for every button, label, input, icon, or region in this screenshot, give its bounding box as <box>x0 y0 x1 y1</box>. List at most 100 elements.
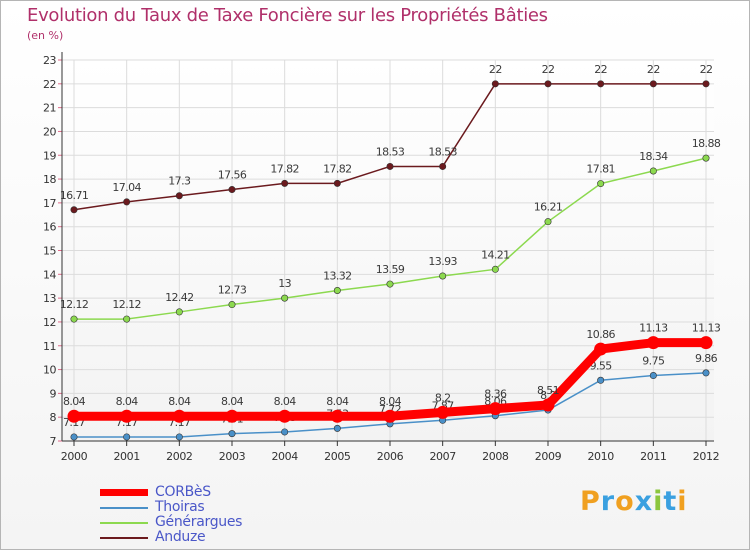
data-label: 8.2 <box>435 391 451 404</box>
y-tick-label: 20 <box>43 125 56 138</box>
data-point <box>281 294 289 302</box>
data-label: 17.82 <box>270 162 299 175</box>
data-label: 8.04 <box>274 395 297 408</box>
data-label: 8.04 <box>116 395 139 408</box>
y-tick-label: 16 <box>43 221 56 234</box>
data-label: 14.21 <box>481 248 510 261</box>
data-point <box>702 369 710 377</box>
data-point <box>67 409 81 423</box>
data-label: 8.51 <box>537 384 559 397</box>
x-tick-label: 2000 <box>61 450 88 463</box>
data-label: 18.88 <box>692 137 721 150</box>
data-point <box>439 272 447 280</box>
y-tick-label: 22 <box>43 78 56 91</box>
data-label: 17.56 <box>218 169 247 182</box>
data-point <box>333 424 341 432</box>
data-label: 13.59 <box>376 263 405 276</box>
legend-label-generargues: Générargues <box>155 514 243 530</box>
data-point <box>597 376 605 384</box>
data-point <box>123 198 131 206</box>
data-point <box>383 409 397 423</box>
data-point <box>594 342 608 356</box>
legend-label-thoiras: Thoiras <box>155 499 205 515</box>
unit-label: (en %) <box>27 29 64 42</box>
data-point <box>228 301 236 309</box>
data-point <box>120 409 134 423</box>
y-tick-label: 8 <box>50 411 57 424</box>
data-point <box>544 80 552 88</box>
data-point <box>649 167 657 175</box>
data-label: 22 <box>542 63 555 76</box>
legend-item-thoiras: Thoiras <box>100 499 400 515</box>
data-label: 16.21 <box>534 201 563 214</box>
data-point <box>70 315 78 323</box>
data-point <box>278 409 292 423</box>
data-point <box>597 180 605 188</box>
logo-letter: r <box>600 486 616 517</box>
data-point <box>228 186 236 194</box>
data-label: 13.32 <box>323 270 352 283</box>
data-point <box>172 409 186 423</box>
data-label: 18.53 <box>428 145 457 158</box>
data-point <box>333 179 341 187</box>
data-label: 18.34 <box>639 150 668 163</box>
x-tick-label: 2005 <box>324 450 351 463</box>
legend-swatch-thoiras <box>100 507 148 509</box>
data-point <box>330 409 344 423</box>
y-tick-label: 11 <box>43 340 56 353</box>
data-label: 9.75 <box>642 355 665 368</box>
data-label: 17.3 <box>168 175 191 188</box>
y-tick-label: 10 <box>43 364 56 377</box>
data-label: 22 <box>700 63 713 76</box>
legend-swatch-anduze <box>100 537 148 539</box>
data-point <box>333 287 341 295</box>
data-label: 8.04 <box>221 395 244 408</box>
data-point <box>488 402 502 416</box>
data-label: 12.42 <box>165 291 194 304</box>
data-label: 22 <box>594 63 607 76</box>
data-point <box>646 336 660 350</box>
y-tick-label: 18 <box>43 173 56 186</box>
data-point <box>649 80 657 88</box>
data-point <box>228 430 236 438</box>
data-label: 12.12 <box>60 298 89 311</box>
data-label: 11.13 <box>639 322 668 335</box>
data-point <box>491 265 499 273</box>
proxiti-logo: Proxiti <box>580 486 688 517</box>
data-label: 12.73 <box>218 284 247 297</box>
data-point <box>439 162 447 170</box>
legend-item-corbes: CORBèS <box>100 484 400 500</box>
data-label: 12.12 <box>112 298 141 311</box>
y-tick-label: 7 <box>50 435 57 448</box>
data-point <box>386 162 394 170</box>
x-tick-label: 2006 <box>377 450 404 463</box>
y-tick-label: 12 <box>43 316 56 329</box>
chart-title: Evolution du Taux de Taxe Foncière sur l… <box>27 5 548 26</box>
y-tick-label: 13 <box>43 292 56 305</box>
data-point <box>702 154 710 162</box>
y-tick-label: 21 <box>43 102 56 115</box>
y-tick-label: 17 <box>43 197 56 210</box>
data-point <box>491 80 499 88</box>
x-tick-label: 2009 <box>535 450 562 463</box>
data-point <box>597 80 605 88</box>
data-point <box>175 192 183 200</box>
data-point <box>702 80 710 88</box>
data-label: 8.04 <box>63 395 86 408</box>
data-point <box>281 179 289 187</box>
data-point <box>123 315 131 323</box>
y-tick-label: 14 <box>43 268 56 281</box>
data-point <box>436 405 450 419</box>
data-label: 10.86 <box>586 328 615 341</box>
data-label: 11.13 <box>692 322 721 335</box>
data-label: 18.53 <box>376 145 405 158</box>
data-label: 8.04 <box>168 395 191 408</box>
data-label: 13 <box>278 277 291 290</box>
data-point <box>544 218 552 226</box>
data-label: 8.04 <box>379 395 402 408</box>
legend-swatch-generargues <box>100 522 148 524</box>
y-tick-label: 19 <box>43 149 56 162</box>
data-label: 9.55 <box>590 359 613 372</box>
data-label: 22 <box>489 63 502 76</box>
